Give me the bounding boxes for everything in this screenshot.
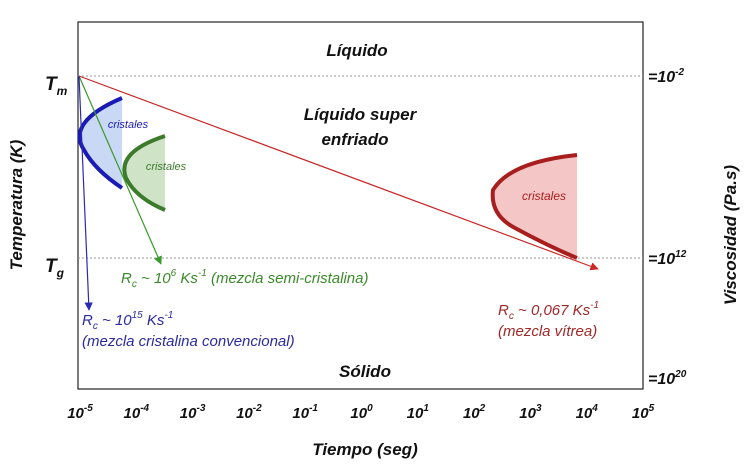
time-tick-label: 104 bbox=[576, 403, 599, 422]
time-tick-label: 10-4 bbox=[124, 403, 150, 422]
time-axis-ticks: 10-5 10-4 10-3 10-2 10-1 100 101 102 103 104 105 bbox=[67, 403, 654, 422]
viscosity-mark-bottom: =1020 bbox=[648, 369, 687, 388]
cooling-arrow-red bbox=[78, 75, 599, 271]
crystal-curve-red bbox=[490, 153, 578, 260]
time-tick-label: 103 bbox=[519, 403, 542, 422]
viscosity-mark-middle: =1012 bbox=[648, 249, 687, 268]
rate-vitreous-line1: Rc ~ 0,067 Ks-1 bbox=[498, 300, 599, 322]
region-supercooled-line2: enfriado bbox=[321, 130, 388, 149]
rate-vitreous-line2: (mezcla vítrea) bbox=[498, 323, 597, 340]
crystal-label-green: cristales bbox=[146, 161, 187, 173]
time-tick-label: 10-5 bbox=[67, 403, 93, 422]
time-axis-label: Tiempo (seg) bbox=[312, 440, 418, 459]
region-supercooled-line1: Líquido super bbox=[304, 105, 418, 124]
tm-label: Tm bbox=[45, 74, 68, 98]
rate-conventional-line1: Rc ~ 1015 Ks-1 bbox=[82, 310, 173, 332]
time-tick-label: 100 bbox=[350, 403, 373, 422]
crystal-region-blue bbox=[79, 98, 122, 188]
crystal-region-red bbox=[492, 155, 577, 258]
time-tick-label: 10-1 bbox=[292, 403, 318, 422]
crystal-region-green bbox=[124, 136, 165, 210]
region-liquid: Líquido bbox=[326, 41, 387, 60]
crystal-label-red: cristales bbox=[522, 189, 566, 203]
plot-frame bbox=[77, 21, 644, 390]
cooling-arrow-green bbox=[78, 75, 162, 265]
crystal-label-blue: cristales bbox=[108, 119, 149, 131]
time-tick-label: 10-3 bbox=[180, 403, 206, 422]
temperature-axis-label: Temperatura (K) bbox=[7, 139, 26, 270]
time-tick-label: 105 bbox=[632, 403, 655, 422]
viscosity-axis-label: Viscosidad (Pa.s) bbox=[721, 165, 740, 305]
cooling-arrow-blue bbox=[78, 75, 93, 311]
time-tick-label: 102 bbox=[463, 403, 486, 422]
rate-conventional-line2: (mezcla cristalina convencional) bbox=[82, 333, 295, 350]
region-solid: Sólido bbox=[339, 362, 391, 381]
tg-label: Tg bbox=[45, 256, 65, 280]
viscosity-mark-top: =10-2 bbox=[648, 67, 684, 86]
rate-semicrystalline-line: Rc ~ 106 Ks-1 (mezcla semi-cristalina) bbox=[121, 268, 368, 290]
crystal-curve-green bbox=[122, 134, 166, 212]
crystal-curve-blue bbox=[77, 96, 124, 190]
time-tick-label: 10-2 bbox=[236, 403, 262, 422]
time-tick-label: 101 bbox=[407, 403, 430, 422]
